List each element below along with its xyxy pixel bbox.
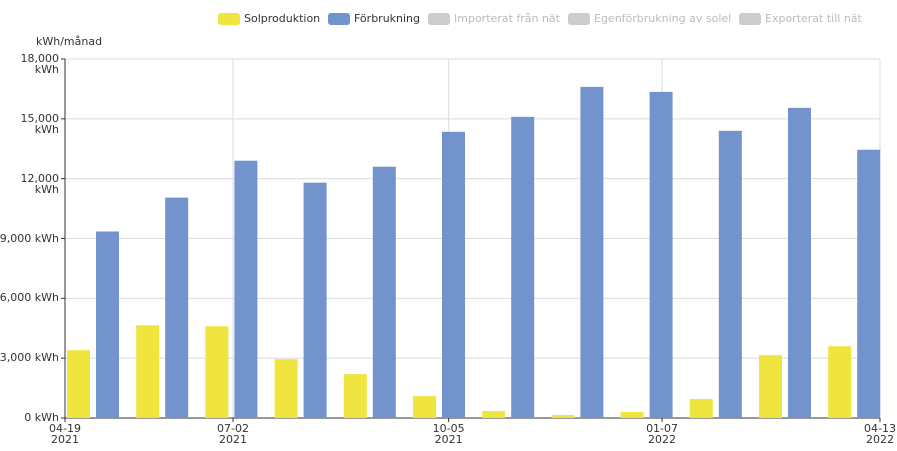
legend-swatch [568,12,590,25]
bar [511,116,535,418]
legend-swatch [328,12,350,25]
y-tick-label: 3,000 kWh [0,351,59,365]
bar [828,346,852,418]
bar [67,350,90,418]
bar [165,197,189,418]
x-tick-label: 04-19 2021 [49,422,81,446]
legend-swatch [218,12,240,25]
bar [580,86,604,418]
bar [788,107,811,418]
bar [372,166,396,418]
legend-label[interactable]: Solproduktion [244,12,321,25]
legend-item[interactable]: Förbrukning [328,12,420,25]
y-tick-label: 12,000 kWh [20,171,60,196]
bar [205,326,229,418]
legend-swatch [739,12,761,25]
x-tick-label: 04-13 2022 [864,422,896,446]
bar [343,374,367,418]
x-tick-label: 07-02 2021 [217,422,249,446]
legend-swatch [428,12,450,25]
bar [718,130,742,419]
bar [689,399,713,418]
legend-item[interactable]: Importerat från nät [428,12,560,25]
legend-label[interactable]: Egenförbrukning av solel [594,12,732,25]
bar [649,91,673,419]
y-tick-label: 15,000 kWh [20,111,60,136]
bar [96,231,119,418]
bar [274,359,298,418]
x-tick-label: 10-05 2021 [432,422,465,446]
legend-item[interactable]: Exporterat till nät [739,12,862,25]
bar [620,412,644,418]
bar [413,396,436,418]
bar [442,131,465,418]
legend-item[interactable]: Egenförbrukning av solel [568,12,731,25]
bar [136,325,160,418]
bar [482,411,506,418]
bar [234,160,258,418]
x-tick-label: 01-07 2022 [646,422,679,446]
legend-label[interactable]: Importerat från nät [454,12,560,25]
bar [551,415,575,418]
bar [857,149,881,418]
y-tick-label: 9,000 kWh [0,231,59,245]
y-tick-label: 0 kWh [24,411,59,424]
legend-label[interactable]: Exporterat till nät [765,12,862,25]
bar [759,355,782,418]
legend-label[interactable]: Förbrukning [354,12,421,25]
legend-item[interactable]: Solproduktion [218,12,320,25]
y-tick-label: 6,000 kWh [0,291,59,305]
y-axis-label: kWh/månad [36,35,103,48]
y-tick-label: 18,000 kWh [20,52,60,76]
bar [303,182,327,418]
